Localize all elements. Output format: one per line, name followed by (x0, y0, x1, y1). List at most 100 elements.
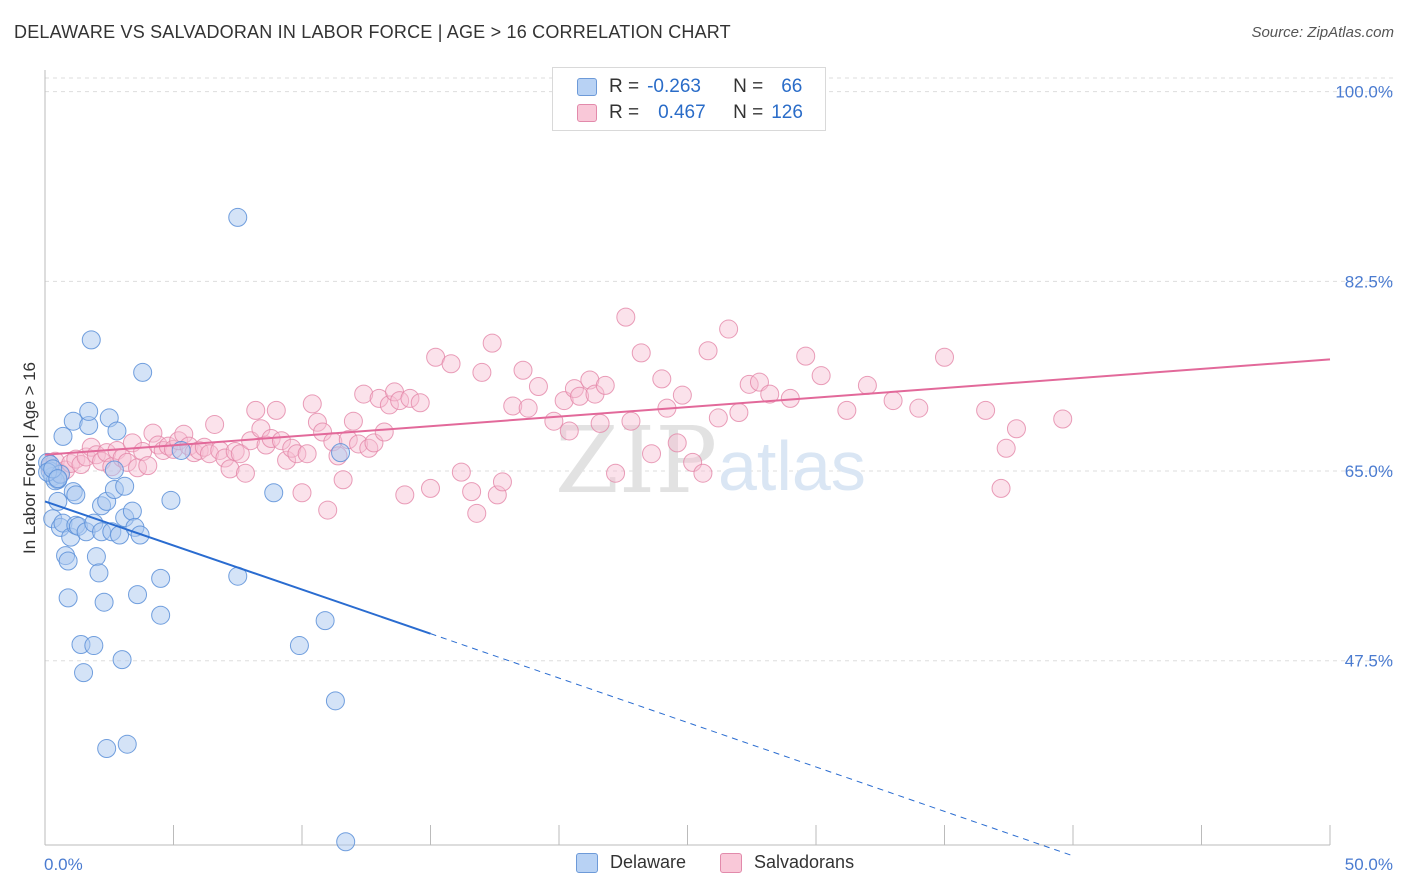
delaware-point (115, 476, 135, 496)
salvadorans-point (796, 346, 816, 366)
salvadorans-point (138, 456, 158, 476)
salvadorans-point (595, 375, 615, 395)
salvadorans-point (451, 462, 471, 482)
salvadorans-swatch (577, 104, 597, 122)
salvadorans-point (590, 413, 610, 433)
salvadorans-point (205, 414, 225, 434)
delaware-point (74, 663, 94, 683)
salvadorans-point (482, 333, 502, 353)
salvadorans-point (631, 343, 651, 363)
legend-row-salvadorans: R = 0.467 N = 126 (577, 101, 803, 125)
n-label: N = (733, 102, 764, 123)
delaware-swatch (576, 852, 598, 873)
salvadorans-point (313, 422, 333, 442)
salvadorans-point (492, 472, 512, 492)
delaware-point (161, 490, 181, 510)
delaware-swatch (577, 78, 597, 96)
delaware-point (53, 426, 73, 446)
delaware-points (38, 207, 356, 852)
delaware-point (122, 501, 142, 521)
delaware-point (289, 636, 309, 656)
salvadorans-point (544, 411, 564, 431)
r-label: R = (609, 102, 640, 123)
legend-row-delaware: R = -0.263 N = 66 (577, 75, 802, 99)
salvadorans-point (343, 411, 363, 431)
delaware-point (325, 691, 345, 711)
salvadorans-point (282, 438, 302, 458)
salvadorans-point (287, 444, 307, 464)
trend-lines (44, 358, 1331, 857)
salvadorans-point (199, 444, 219, 464)
delaware-point (264, 483, 284, 503)
salvadorans-trendline (44, 358, 1331, 456)
salvadorans-point (1053, 409, 1073, 429)
delaware-trendline-extension (430, 633, 1074, 857)
salvadorans-point (235, 463, 255, 483)
salvadorans-point (667, 433, 687, 453)
delaware-point (112, 650, 132, 670)
series-legend: Delaware Salvadorans (0, 852, 1406, 878)
salvadorans-point (811, 366, 831, 386)
salvadorans-point (729, 403, 749, 423)
salvadorans-points (40, 307, 1073, 523)
delaware-point (151, 568, 171, 588)
chart-title: DELAWARE VS SALVADORAN IN LABOR FORCE | … (14, 22, 731, 42)
delaware-point (86, 547, 106, 567)
salvadorans-point (672, 385, 692, 405)
salvadorans-point (359, 438, 379, 458)
n-label: N = (733, 76, 764, 97)
legend-item-delaware: Delaware (576, 852, 686, 873)
delaware-point (84, 636, 104, 656)
delaware-point (66, 485, 86, 505)
salvadorans-point (266, 400, 286, 420)
salvadorans-point (354, 384, 374, 404)
r-value: -0.263 (647, 76, 701, 97)
delaware-point (97, 739, 117, 759)
salvadorans-point (215, 448, 235, 468)
salvadorans-point (976, 400, 996, 420)
salvadorans-point (400, 388, 420, 408)
delaware-point (228, 207, 248, 227)
source-label: Source: ZipAtlas.com (1251, 24, 1394, 41)
salvadorans-point (883, 391, 903, 411)
delaware-point (58, 588, 78, 608)
salvadorans-point (374, 422, 394, 442)
legend-item-salvadorans: Salvadorans (720, 852, 854, 873)
delaware-point (81, 330, 101, 350)
salvadorans-point (559, 421, 579, 441)
y-tick-label: 65.0% (1345, 462, 1393, 481)
y-tick-label: 47.5% (1345, 652, 1393, 671)
y-tick-label: 82.5% (1345, 272, 1393, 291)
delaware-point (89, 563, 109, 583)
delaware-trendline (44, 500, 431, 635)
salvadorans-point (996, 438, 1016, 458)
delaware-point (104, 460, 124, 480)
watermark-atlas: atlas (718, 427, 866, 505)
salvadorans-point (395, 485, 415, 505)
salvadorans-point (935, 347, 954, 367)
delaware-point (336, 832, 356, 852)
salvadorans-point (991, 478, 1011, 498)
salvadorans-point (467, 503, 487, 523)
salvadorans-point (503, 396, 523, 416)
legend-label-delaware: Delaware (610, 852, 687, 872)
salvadorans-point (693, 463, 713, 483)
salvadorans-point (621, 411, 641, 431)
salvadorans-point (642, 444, 662, 464)
salvadorans-point (1006, 419, 1026, 439)
salvadorans-point (277, 450, 297, 470)
salvadorans-point (410, 393, 430, 413)
salvadorans-point (441, 354, 461, 374)
x-tick-label-min: 0.0% (44, 855, 83, 874)
y-axis-label: In Labor Force | Age > 16 (20, 362, 39, 554)
r-value: 0.467 (658, 102, 706, 123)
salvadorans-point (518, 398, 538, 418)
salvadorans-point (462, 482, 482, 502)
delaware-point (133, 362, 153, 382)
salvadorans-point (246, 400, 266, 420)
salvadorans-point (307, 412, 327, 432)
salvadorans-point (297, 444, 317, 464)
n-value: 66 (781, 76, 803, 97)
salvadorans-point (421, 478, 440, 498)
salvadorans-point (837, 400, 857, 420)
